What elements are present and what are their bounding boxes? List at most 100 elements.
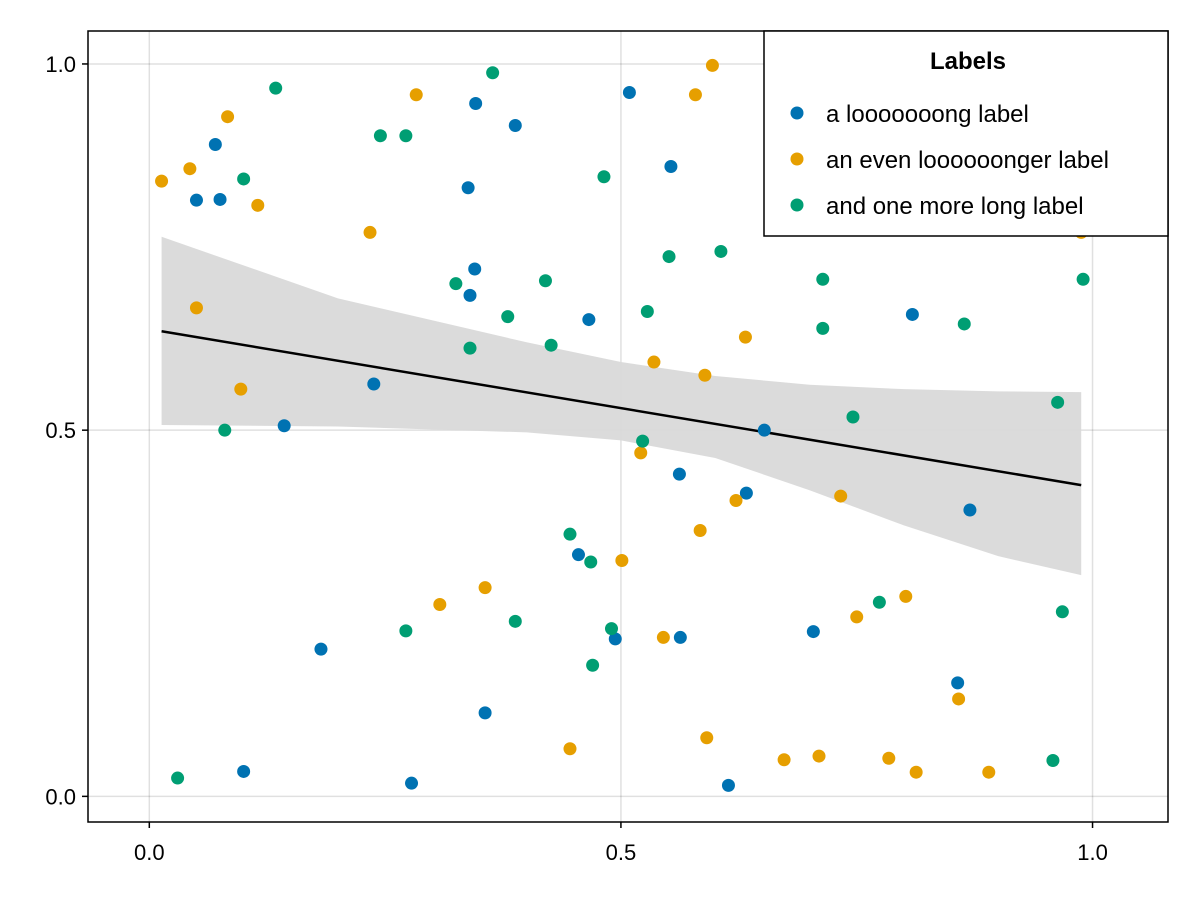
legend-title: Labels [930, 48, 1006, 75]
regression-line-group [161, 330, 1082, 487]
data-point [738, 330, 752, 344]
data-point [478, 581, 492, 595]
data-point [478, 706, 492, 720]
x-tick-label: 0.0 [134, 840, 165, 865]
data-point [1046, 753, 1060, 767]
data-point [615, 554, 629, 568]
data-point [951, 676, 965, 690]
data-point [433, 597, 447, 611]
data-point [189, 301, 203, 315]
data-point [806, 625, 820, 639]
data-point [586, 658, 600, 672]
data-point [834, 489, 848, 503]
data-point [183, 162, 197, 176]
y-tick-label: 1.0 [45, 52, 76, 77]
data-point [367, 377, 381, 391]
legend-box [763, 30, 1169, 237]
data-point [221, 110, 235, 124]
legend-marker [790, 106, 804, 120]
data-point [608, 632, 622, 646]
data-point [634, 446, 648, 460]
data-point [399, 624, 413, 638]
data-point [189, 193, 203, 207]
data-point [584, 555, 598, 569]
data-point [872, 595, 886, 609]
data-point [952, 692, 966, 706]
data-point [597, 170, 611, 184]
legend-label: and one more long label [826, 193, 1084, 220]
data-point [571, 548, 585, 562]
data-point [449, 277, 463, 291]
data-point [636, 434, 650, 448]
data-point [705, 58, 719, 72]
data-point [1076, 272, 1090, 286]
x-tick-label: 0.5 [606, 840, 637, 865]
data-point [501, 310, 515, 324]
data-point [563, 742, 577, 756]
data-point [409, 88, 423, 102]
data-point [693, 524, 707, 538]
y-tick-label: 0.0 [45, 784, 76, 809]
data-point [739, 486, 753, 500]
data-point [882, 751, 896, 765]
data-point [816, 272, 830, 286]
data-point [957, 317, 971, 331]
data-point [208, 138, 222, 152]
data-point [905, 307, 919, 321]
data-point [171, 771, 185, 785]
data-point [463, 341, 477, 355]
data-point [373, 129, 387, 143]
data-point [700, 731, 714, 745]
data-point [405, 776, 419, 790]
legend-items: a looooooong label an even loooooonger la… [790, 101, 1109, 220]
data-point [816, 321, 830, 335]
data-point [656, 630, 670, 644]
data-point [850, 610, 864, 624]
data-point [673, 630, 687, 644]
data-point [729, 493, 743, 507]
data-point [757, 423, 771, 437]
data-point [664, 159, 678, 173]
data-point [1051, 395, 1065, 409]
data-point [234, 382, 248, 396]
confidence-band [161, 236, 1082, 576]
data-point [218, 423, 232, 437]
data-point [463, 288, 477, 302]
data-point [662, 250, 676, 264]
series-1 [189, 86, 977, 792]
data-point [982, 765, 996, 779]
data-point [251, 198, 265, 212]
data-point [538, 274, 552, 288]
data-point [544, 338, 558, 352]
data-point [622, 86, 636, 100]
data-point [363, 225, 377, 239]
legend-label: an even loooooonger label [826, 147, 1109, 174]
axis-ticks: 0.0 0.5 1.0 0.0 0.5 1.0 [45, 52, 1107, 865]
data-point [672, 467, 686, 481]
data-point [277, 419, 291, 433]
data-point [213, 192, 227, 206]
x-tick-label: 1.0 [1077, 840, 1108, 865]
data-point [647, 355, 661, 369]
data-point [688, 88, 702, 102]
series-3 [171, 66, 1090, 785]
data-point [508, 118, 522, 132]
data-point [155, 174, 169, 188]
y-tick-label: 0.5 [45, 418, 76, 443]
data-point [486, 66, 500, 80]
legend-marker [790, 198, 804, 212]
data-point [899, 589, 913, 603]
legend: Labels a looooooong label an even loooooo… [763, 30, 1169, 237]
data-point [714, 244, 728, 258]
data-point [846, 410, 860, 424]
legend-marker [790, 152, 804, 166]
data-point [640, 305, 654, 319]
data-point [1055, 605, 1069, 619]
data-point [469, 97, 483, 111]
data-point [812, 749, 826, 763]
data-point [582, 313, 596, 327]
data-point [721, 778, 735, 792]
series-2 [155, 58, 1088, 779]
legend-label: a looooooong label [826, 101, 1029, 128]
